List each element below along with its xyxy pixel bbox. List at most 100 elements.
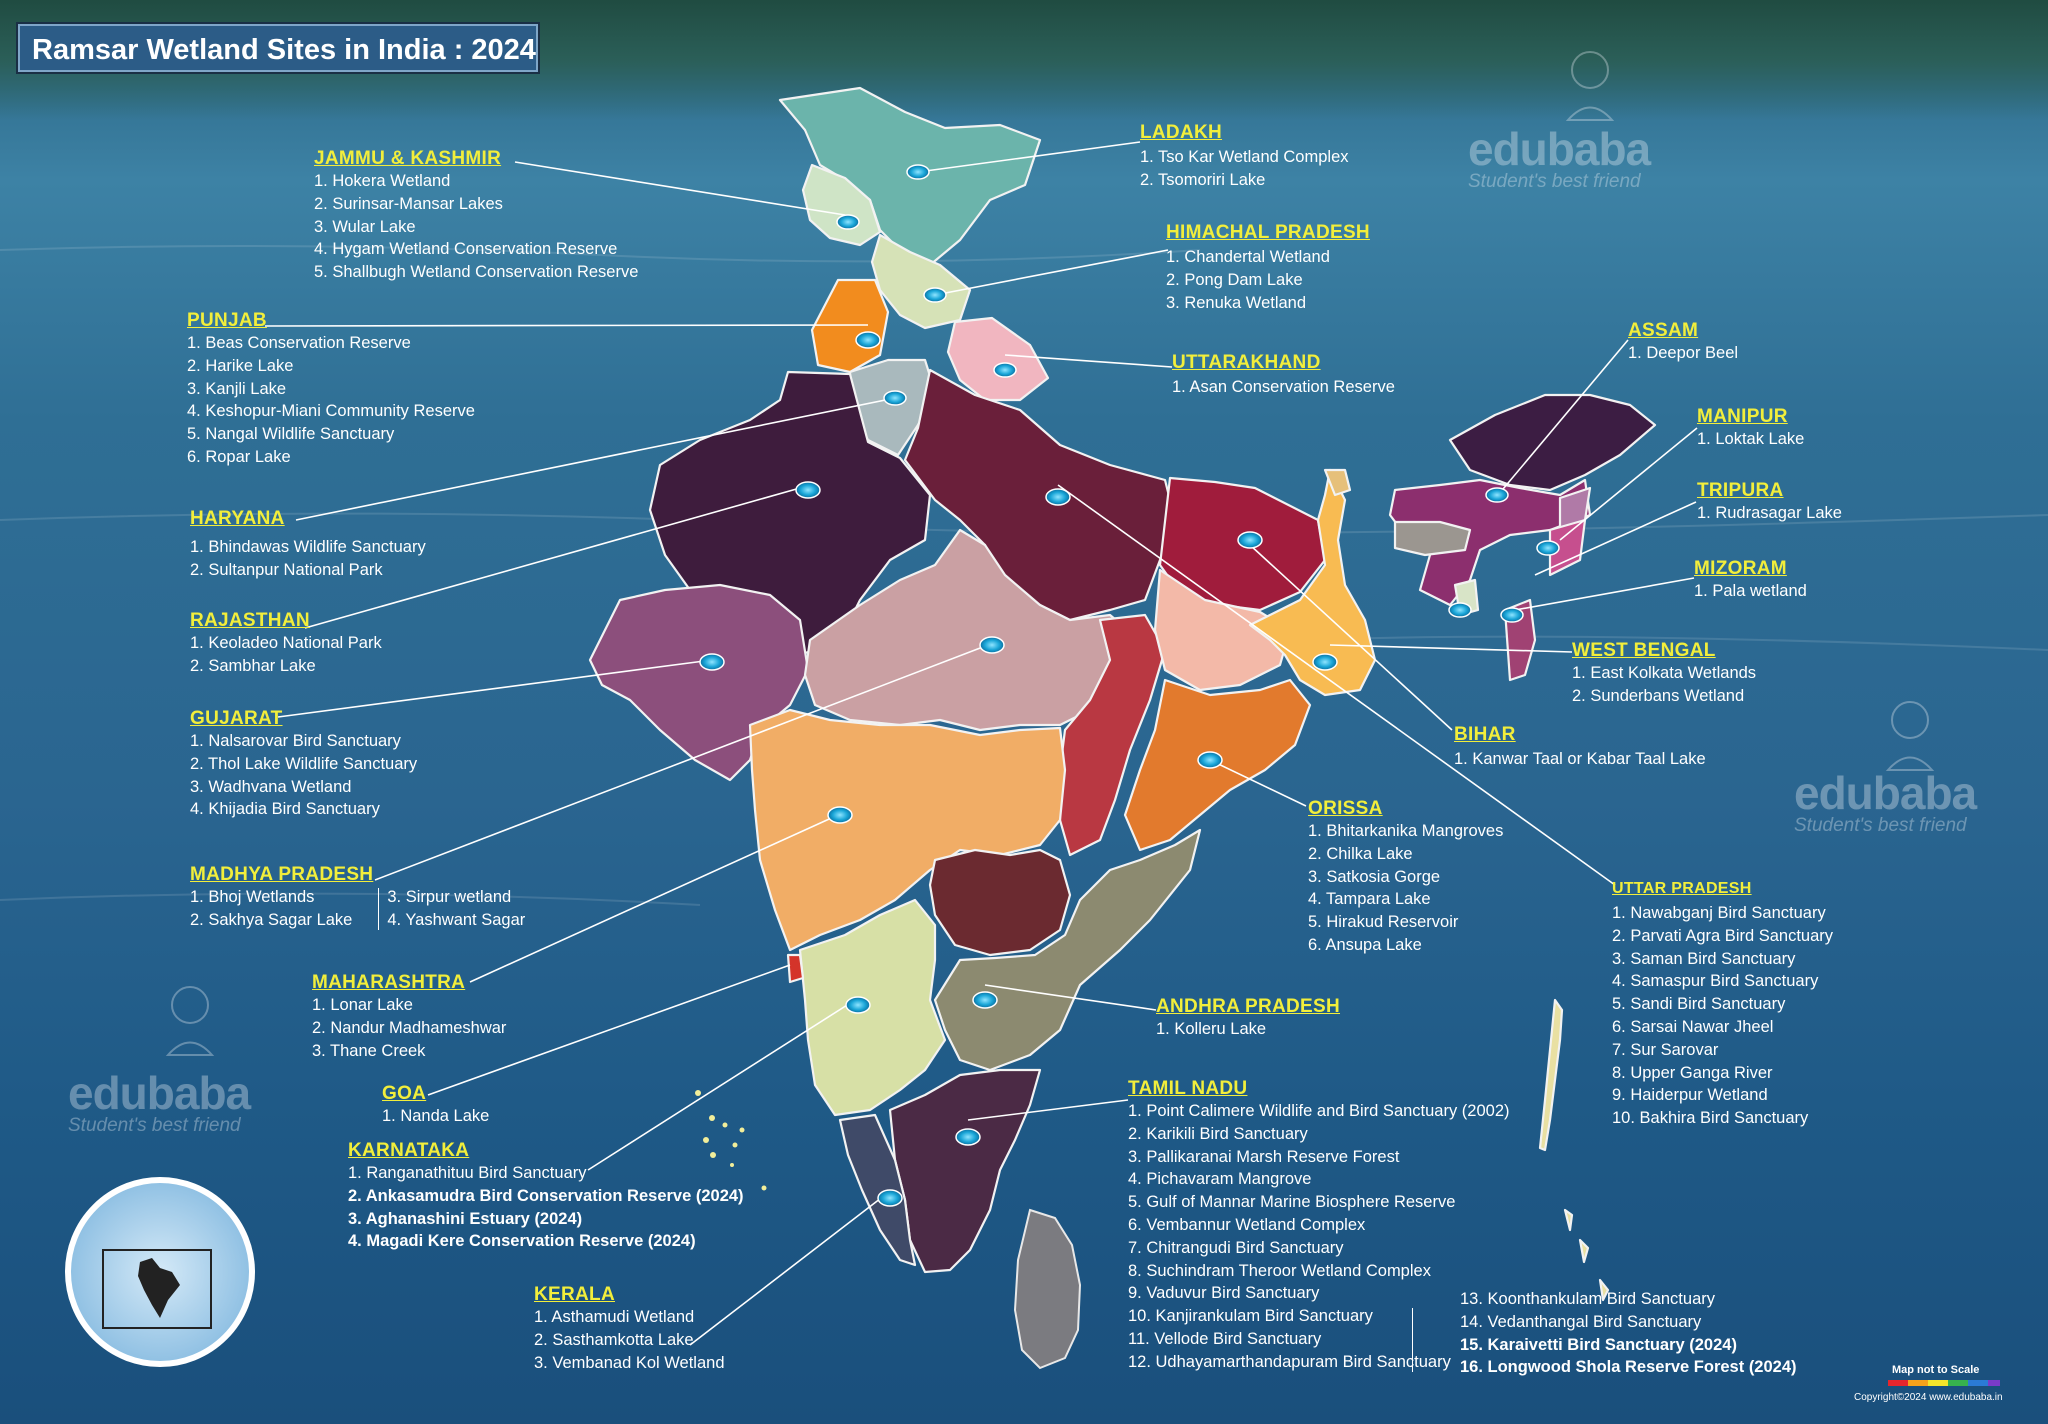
site-item: 14. Vedanthangal Bird Sanctuary — [1460, 1312, 1702, 1331]
site-item: 6. Vembannur Wetland Complex — [1128, 1215, 1366, 1234]
site-item: 16. Longwood Shola Reserve Forest (2024) — [1460, 1358, 1797, 1377]
state-block-haryana: HARYANA 1. Bhindawas Wildlife Sanctuary … — [190, 508, 426, 582]
island-dot — [761, 1185, 767, 1191]
site-item: 1. Ranganathituu Bird Sanctuary — [348, 1164, 587, 1182]
state-block-west-bengal: WEST BENGAL 1. East Kolkata Wetlands 2. … — [1572, 640, 1756, 708]
state-block-orissa: ORISSA 1. Bhitarkanika Mangroves 2. Chil… — [1308, 798, 1503, 957]
sri-lanka-shape — [1013, 1208, 1082, 1370]
site-item: 1. East Kolkata Wetlands — [1572, 664, 1757, 682]
state-heading: KARNATAKA — [348, 1140, 470, 1161]
site-item: 8. Upper Ganga River — [1612, 1063, 1773, 1082]
state-heading: TRIPURA — [1697, 480, 1784, 501]
watermark-brand: edubaba Student's best friend — [1794, 767, 1977, 836]
leader-line-madhya-pradesh — [374, 644, 989, 881]
lake-marker-icon — [1312, 653, 1338, 671]
leader-lines — [264, 141, 1698, 1346]
site-item: 10. Kanjirankulam Bird Sanctuary — [1128, 1307, 1373, 1326]
state-heading: LADAKH — [1140, 122, 1223, 143]
site-item: 9. Vaduvur Bird Sanctuary — [1128, 1284, 1320, 1303]
column-divider — [378, 888, 380, 930]
site-item: 2. Pong Dam Lake — [1166, 270, 1303, 289]
state-heading: UTTAR PRADESH — [1612, 880, 1752, 897]
mascot-icon — [165, 986, 215, 1056]
site-item: 4. Hygam Wetland Conservation Reserve — [314, 240, 618, 259]
leader-line-gujarat — [277, 659, 713, 718]
site-item: 1. Nawabganj Bird Sanctuary — [1612, 904, 1826, 922]
site-item: 5. Hirakud Reservoir — [1308, 913, 1459, 932]
site-item: 1. Kolleru Lake — [1156, 1020, 1267, 1038]
site-item: 4. Pichavaram Mangrove — [1128, 1170, 1312, 1189]
state-goa — [786, 953, 805, 984]
lake-marker-icon — [699, 653, 725, 671]
site-item: 12. Udhayamarthandapuram Bird Sanctuary — [1128, 1352, 1451, 1371]
island-dot — [710, 1152, 716, 1158]
site-item: 1. Keoladeo National Park — [190, 634, 382, 652]
state-block-andhra-pradesh: ANDHRA PRADESH 1. Kolleru Lake — [1156, 996, 1340, 1041]
state-heading: GOA — [382, 1083, 427, 1104]
state-block-gujarat: GUJARAT 1. Nalsarovar Bird Sanctuary 2. … — [190, 708, 417, 821]
lake-marker-icon — [1197, 751, 1223, 769]
column-divider — [1412, 1308, 1413, 1372]
state-block-madhya-pradesh: MADHYA PRADESH 1. Bhoj Wetlands 2. Sakhy… — [190, 864, 525, 932]
leader-line-goa — [427, 964, 791, 1096]
leader-line-ladakh — [917, 141, 1141, 173]
site-item: 10. Bakhira Bird Sanctuary — [1612, 1109, 1809, 1128]
site-item: 1. Nanda Lake — [382, 1107, 490, 1125]
state-uttarakhand — [946, 316, 1050, 402]
state-tamil-nadu — [888, 1068, 1042, 1274]
site-item: 3. Aghanashini Estuary (2024) — [348, 1209, 583, 1228]
island-dot — [709, 1115, 715, 1121]
site-item: 2. Harike Lake — [187, 356, 294, 375]
state-block-tripura: TRIPURA 1. Rudrasagar Lake — [1697, 480, 1842, 525]
state-block-punjab: PUNJAB 1. Beas Conservation Reserve 2. H… — [187, 310, 475, 469]
state-west-bengal — [1248, 468, 1377, 697]
state-heading: MANIPUR — [1697, 406, 1788, 427]
nicobar-islands — [1563, 1208, 1610, 1302]
lake-marker-icon — [877, 1189, 903, 1207]
lake-marker-icon — [883, 390, 907, 406]
state-block-kerala: KERALA 1. Asthamudi Wetland 2. Sasthamko… — [534, 1284, 725, 1374]
andaman-islands — [1538, 998, 1564, 1152]
state-manipur — [1548, 518, 1587, 577]
state-heading: ANDHRA PRADESH — [1156, 996, 1341, 1017]
site-item: 7. Chitrangudi Bird Sanctuary — [1128, 1238, 1344, 1257]
mascot-icon — [1885, 701, 1935, 771]
site-item: 2. Sasthamkotta Lake — [534, 1330, 694, 1349]
state-block-maharashtra: MAHARASHTRA 1. Lonar Lake 2. Nandur Madh… — [312, 972, 506, 1062]
state-sikkim — [1323, 468, 1352, 497]
island-dot — [695, 1090, 701, 1096]
ripple-line — [0, 245, 1201, 263]
site-item: 2. Tsomoriri Lake — [1140, 170, 1266, 189]
site-item: 3. Kanjli Lake — [187, 379, 287, 398]
state-block-rajasthan: RAJASTHAN 1. Keoladeo National Park 2. S… — [190, 610, 382, 678]
state-heading: ASSAM — [1628, 320, 1699, 341]
state-heading: WEST BENGAL — [1572, 640, 1716, 661]
leader-line-assam — [1497, 339, 1629, 496]
site-item: 4. Khijadia Bird Sanctuary — [190, 800, 380, 819]
state-telangana — [928, 848, 1072, 957]
mascot-icon — [1565, 51, 1615, 121]
state-punjab — [810, 278, 890, 374]
site-item: 1. Bhoj Wetlands — [190, 888, 315, 906]
site-item: 1. Chandertal Wetland — [1166, 248, 1330, 266]
leader-line-tripura — [1534, 501, 1697, 576]
state-heading: TAMIL NADU — [1128, 1078, 1248, 1099]
island-dot — [722, 1122, 728, 1128]
site-item: 1. Beas Conservation Reserve — [187, 334, 411, 352]
state-heading: KERALA — [534, 1284, 615, 1305]
lake-marker-icon — [993, 362, 1017, 378]
site-item: 2. Sakhya Sagar Lake — [190, 910, 353, 929]
site-item: 2. Chilka Lake — [1308, 844, 1413, 863]
site-item: 15. Karaivetti Bird Sanctuary (2024) — [1460, 1335, 1737, 1354]
site-item: 1. Hokera Wetland — [314, 172, 451, 190]
site-item: 1. Asthamudi Wetland — [534, 1308, 695, 1326]
site-item: 6. Ropar Lake — [187, 447, 291, 466]
state-block-uttarakhand: UTTARAKHAND 1. Asan Conservation Reserve — [1172, 352, 1395, 399]
site-item: 4. Yashwant Sagar — [387, 910, 526, 929]
state-heading: ORISSA — [1308, 798, 1383, 819]
state-arunachal-pradesh — [1448, 393, 1657, 492]
leader-line-punjab — [264, 324, 869, 327]
lake-marker-icon — [1500, 607, 1524, 623]
lake-marker-icon — [1485, 487, 1509, 503]
lake-marker-icon — [1237, 531, 1263, 549]
